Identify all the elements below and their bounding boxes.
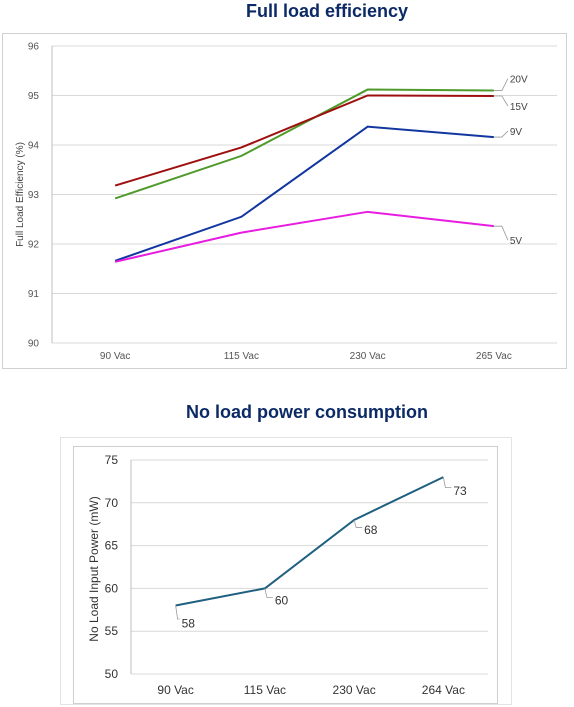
power-series-line <box>175 476 444 607</box>
efficiency-y-tick-label: 91 <box>28 289 40 300</box>
efficiency-series-line-9V <box>114 125 494 262</box>
power-chart-title: No load power consumption <box>186 402 428 422</box>
efficiency-series-line-15V <box>114 94 494 187</box>
power-y-tick-label: 65 <box>105 539 119 553</box>
efficiency-y-axis-label: Full Load Efficiency (%) <box>15 142 26 247</box>
efficiency-y-tick-label: 90 <box>28 339 40 350</box>
power-data-leader <box>264 588 273 598</box>
efficiency-chart-frame <box>2 33 567 369</box>
efficiency-y-tick-label: 94 <box>28 141 40 152</box>
power-data-leader <box>353 519 363 528</box>
power-chart-inner-frame <box>73 446 498 704</box>
efficiency-y-tick-label: 96 <box>28 42 40 53</box>
efficiency-x-tick-label: 230 Vac <box>350 351 386 362</box>
efficiency-series-leader-15V <box>493 95 509 107</box>
efficiency-series-label-20V: 20V <box>510 75 528 86</box>
efficiency-x-tick-label: 115 Vac <box>224 351 259 362</box>
power-y-tick-label: 55 <box>105 624 119 638</box>
power-x-tick-label: 115 Vac <box>244 683 286 697</box>
power-y-tick-label: 50 <box>105 667 119 681</box>
efficiency-series-line-20V <box>114 88 494 200</box>
efficiency-chart-title: Full load efficiency <box>245 1 409 21</box>
efficiency-series-label-9V: 9V <box>510 127 523 138</box>
efficiency-y-tick-label: 95 <box>28 91 40 102</box>
efficiency-series-label-15V: 15V <box>510 102 528 113</box>
efficiency-series-line-5V <box>114 210 494 263</box>
power-y-tick-label: 75 <box>105 453 119 467</box>
power-data-leader <box>442 477 452 489</box>
efficiency-series-label-5V: 5V <box>510 236 523 247</box>
power-data-label: 73 <box>453 484 467 498</box>
efficiency-series-leader-20V <box>493 78 509 91</box>
power-data-label: 58 <box>182 617 196 631</box>
efficiency-x-tick-label: 90 Vac <box>100 351 130 362</box>
power-x-tick-label: 230 Vac <box>333 683 376 697</box>
power-x-tick-label: 264 Vac <box>422 683 465 697</box>
efficiency-series-leader-5V <box>493 225 509 241</box>
efficiency-x-tick-label: 265 Vac <box>476 351 512 362</box>
efficiency-y-tick-label: 92 <box>28 240 40 251</box>
power-y-axis-label: No Load Input Power (mW) <box>87 496 101 641</box>
power-y-tick-label: 60 <box>105 581 119 595</box>
power-data-label: 68 <box>364 523 378 537</box>
efficiency-y-tick-label: 93 <box>28 190 40 201</box>
power-data-label: 60 <box>275 593 289 607</box>
power-data-leader <box>175 605 180 620</box>
power-y-tick-label: 70 <box>105 496 119 510</box>
power-chart-outer-frame <box>60 437 512 705</box>
power-x-tick-label: 90 Vac <box>157 683 193 697</box>
efficiency-series-leader-9V <box>493 130 509 138</box>
